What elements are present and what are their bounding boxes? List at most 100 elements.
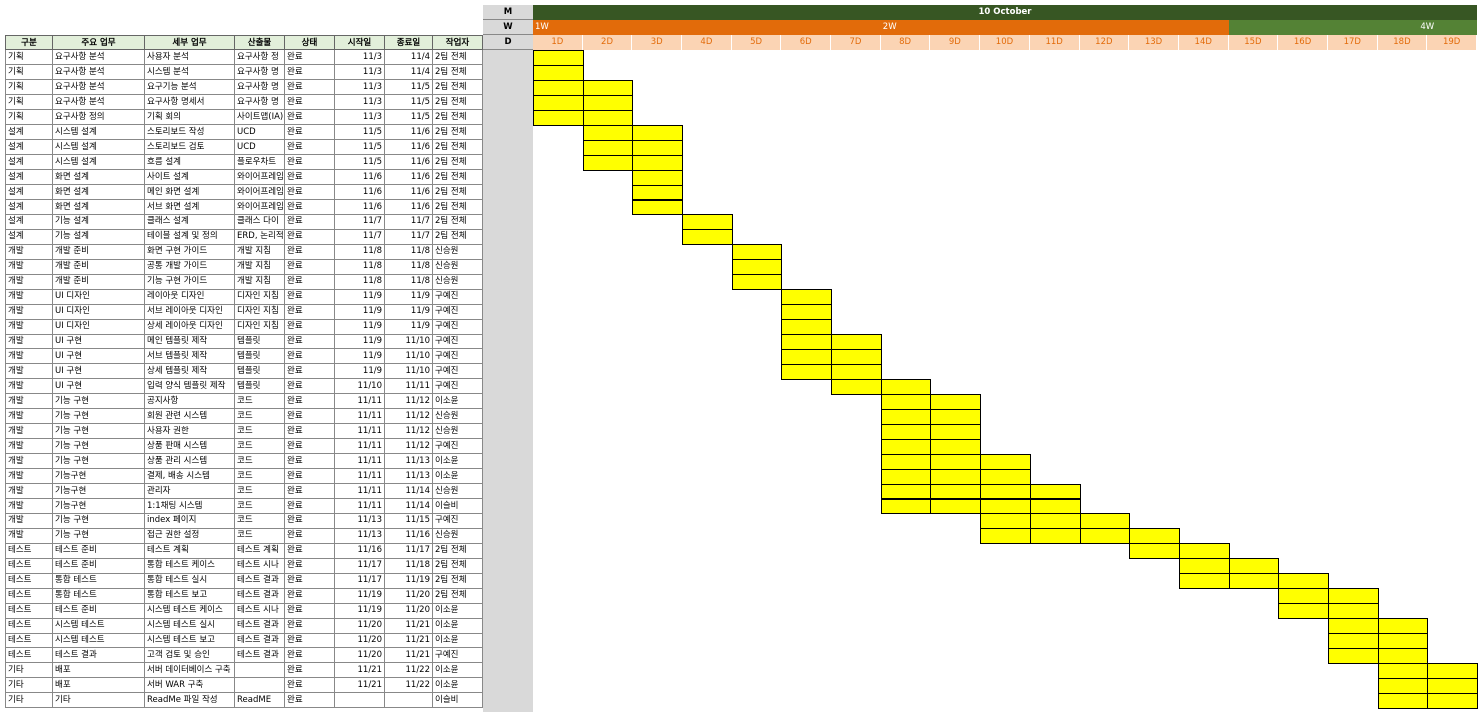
table-cell: 개발 지침 xyxy=(235,259,285,275)
table-cell: 완료 xyxy=(285,633,335,649)
table-cell: 기획 xyxy=(5,94,53,111)
table-cell: 테스트 결과 xyxy=(235,633,285,649)
gantt-bar xyxy=(980,483,1031,500)
table-cell: 11/12 xyxy=(385,438,433,455)
day-header: 6D xyxy=(781,35,832,50)
table-cell: 테스트 xyxy=(5,558,53,574)
table-cell: 개발 xyxy=(5,468,53,485)
table-cell: 완료 xyxy=(285,229,335,245)
gantt-bar xyxy=(1427,692,1478,709)
gantt-bar xyxy=(1278,588,1329,605)
table-cell: 2팀 전체 xyxy=(433,214,483,230)
table-cell: 11/16 xyxy=(385,528,433,544)
table-cell: 기타 xyxy=(5,692,53,709)
table-cell: 1:1채팅 시스템 xyxy=(145,498,235,514)
gantt-bar xyxy=(1228,558,1280,575)
table-cell: 2팀 전체 xyxy=(433,50,483,66)
table-cell: 개발 xyxy=(5,289,53,305)
table-cell: 완료 xyxy=(285,259,335,275)
table-cell: 배포 xyxy=(53,677,145,694)
table-cell: 통합 테스트 보고 xyxy=(145,588,235,604)
table-cell: ERD, 논리적 xyxy=(235,229,285,245)
table-cell: 코드 xyxy=(235,468,285,485)
table-cell: 11/5 xyxy=(385,109,433,126)
table-cell: 이소윤 xyxy=(433,393,483,410)
table-cell: 11/7 xyxy=(385,214,433,230)
table-cell: 11/13 xyxy=(335,513,385,529)
table-cell: 요구사항 분석 xyxy=(53,50,145,66)
day-header: 8D xyxy=(880,35,931,50)
table-cell: 서브 템플릿 제작 xyxy=(145,349,235,365)
table-cell: 스토리보드 작성 xyxy=(145,124,235,141)
table-cell: 완료 xyxy=(285,334,335,350)
day-header: 7D xyxy=(831,35,881,50)
gantt-bar xyxy=(781,319,833,336)
table-cell: 와이어프레임 xyxy=(235,169,285,186)
day-header: 2D xyxy=(582,35,633,50)
table-cell: 개발 xyxy=(5,334,53,350)
gantt-bar xyxy=(930,468,982,485)
table-cell: 2팀 전체 xyxy=(433,169,483,186)
table-cell: 설계 xyxy=(5,169,53,186)
gantt-bar xyxy=(1079,513,1131,530)
table-cell: 11/5 xyxy=(385,94,433,111)
gantt-bar xyxy=(880,438,932,455)
table-cell xyxy=(385,692,433,709)
table-cell: 이소윤 xyxy=(433,633,483,649)
table-cell: 상세 템플릿 제작 xyxy=(145,363,235,380)
gantt-bar xyxy=(1278,603,1329,620)
gantt-bar xyxy=(1377,677,1429,694)
table-cell: 기타 xyxy=(5,677,53,694)
table-cell: 11/6 xyxy=(335,169,385,186)
day-header: 4D xyxy=(682,35,732,50)
table-cell: 11/11 xyxy=(335,438,385,455)
gantt-bar xyxy=(831,349,882,365)
table-cell: 관리자 xyxy=(145,483,235,499)
table-cell: 11/3 xyxy=(335,94,385,111)
table-cell: 이소윤 xyxy=(433,662,483,679)
table-cell: 디자인 지침 xyxy=(235,304,285,320)
gantt-bar xyxy=(582,109,634,126)
table-cell: 테스트 xyxy=(5,603,53,619)
table-cell: 기획 xyxy=(5,64,53,81)
table-cell: 통합 테스트 xyxy=(53,588,145,604)
table-cell: 11/7 xyxy=(335,229,385,245)
table-cell: 설계 xyxy=(5,139,53,156)
table-cell: 테스트 xyxy=(5,618,53,634)
table-cell: 2팀 전체 xyxy=(433,64,483,81)
table-cell: 개발 xyxy=(5,483,53,499)
gantt-bar xyxy=(1178,558,1230,575)
table-cell: 기능 구현 xyxy=(53,513,145,529)
table-cell: 화면 설계 xyxy=(53,169,145,186)
table-cell: 11/19 xyxy=(335,603,385,619)
table-cell: 설계 xyxy=(5,184,53,200)
gantt-bar xyxy=(781,349,833,365)
table-cell: 구예진 xyxy=(433,378,483,395)
table-cell: 템플릿 xyxy=(235,363,285,380)
table-cell: 완료 xyxy=(285,438,335,455)
gantt-bar xyxy=(880,393,932,410)
table-cell: 11/16 xyxy=(335,543,385,559)
table-cell: 개발 xyxy=(5,244,53,260)
table-cell: 사용자 권한 xyxy=(145,423,235,440)
gantt-bar xyxy=(1129,528,1180,545)
table-cell: 화면 구현 가이드 xyxy=(145,244,235,260)
table-cell: 테스트 xyxy=(5,573,53,589)
table-cell: 개발 준비 xyxy=(53,274,145,290)
table-cell: 시스템 테스트 실시 xyxy=(145,618,235,634)
gantt-bar xyxy=(1327,603,1379,620)
gantt-bar xyxy=(682,214,733,231)
table-cell: 11/8 xyxy=(385,259,433,275)
table-cell: 화면 설계 xyxy=(53,199,145,215)
table-cell: ReadME xyxy=(235,692,285,709)
table-cell: 고객 검토 및 승인 xyxy=(145,648,235,664)
day-header: 10D xyxy=(980,35,1030,50)
table-cell: 11/20 xyxy=(335,633,385,649)
table-cell: 11/21 xyxy=(385,648,433,664)
gantt-bar xyxy=(632,124,684,141)
gantt-bar xyxy=(1129,543,1180,560)
gantt-bar xyxy=(1029,528,1081,545)
table-cell: 완료 xyxy=(285,692,335,709)
table-cell: 2팀 전체 xyxy=(433,543,483,559)
